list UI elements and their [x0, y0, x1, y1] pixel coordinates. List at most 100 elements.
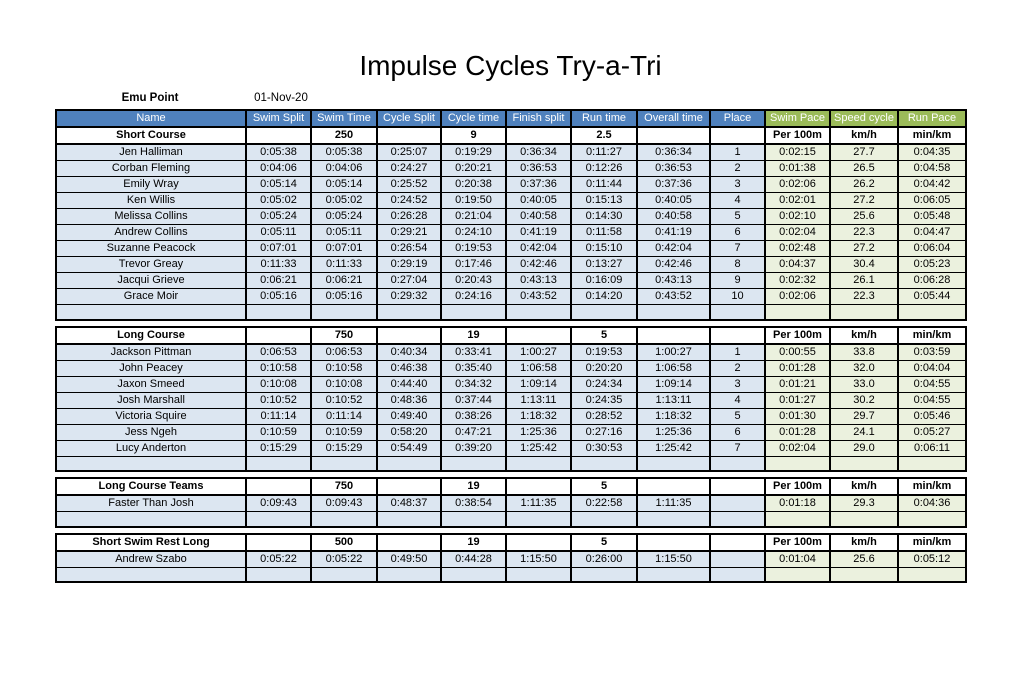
swim-split-cell: 0:11:33 [245, 256, 312, 273]
cycle-split-cell: 0:29:32 [376, 288, 442, 305]
empty-cell [829, 566, 899, 583]
empty-cell [245, 455, 312, 472]
overall-time-cell: 1:06:58 [636, 359, 711, 377]
finish-split-cell: 0:43:13 [505, 272, 572, 289]
place-cell: 6 [709, 423, 766, 441]
place-cell: 2 [709, 160, 766, 177]
cycle-split-cell: 0:46:38 [376, 359, 442, 377]
section-param: 5 [570, 325, 638, 345]
name-cell: Victoria Squire [55, 407, 247, 425]
run-pace-cell: 0:06:28 [897, 272, 967, 289]
result-row: Andrew Collins 0:05:11 0:05:11 0:29:21 0:24:… [55, 224, 967, 241]
swim-time-cell: 0:09:43 [310, 494, 378, 512]
empty-cell [310, 304, 378, 320]
section-param [245, 126, 312, 145]
cycle-split-cell: 0:24:27 [376, 160, 442, 177]
section-body-short-course: Short Course 250 9 2.5 Per 100m km/h min/km Jen… [55, 126, 967, 320]
section-param: Per 100m [764, 325, 831, 345]
name-cell: Jaxon Smeed [55, 375, 247, 393]
section-param [636, 532, 711, 552]
cycle-time-cell: 0:38:26 [440, 407, 507, 425]
place-cell: 4 [709, 192, 766, 209]
swim-pace-cell: 0:01:28 [764, 423, 831, 441]
speed-cycle-cell: 33.0 [829, 375, 899, 393]
section-param [245, 477, 312, 496]
col-header-overall-time: Overall time [636, 109, 711, 128]
swim-pace-cell: 0:01:18 [764, 494, 831, 512]
empty-cell [245, 566, 312, 583]
section-param [709, 532, 766, 552]
run-time-cell: 0:24:35 [570, 391, 638, 409]
cycle-split-cell: 0:26:28 [376, 208, 442, 225]
run-pace-cell: 0:04:35 [897, 143, 967, 161]
place-cell: 9 [709, 272, 766, 289]
cycle-split-cell: 0:48:37 [376, 494, 442, 512]
result-row: Jackson Pittman 0:06:53 0:06:53 0:40:34 0:33… [55, 343, 967, 361]
section-param: km/h [829, 126, 899, 145]
section-param [376, 126, 442, 145]
section-header-row: Long Course 750 19 5 Per 100m km/h min/km [55, 325, 967, 345]
swim-split-cell: 0:10:59 [245, 423, 312, 441]
section-title: Long Course Teams [55, 477, 247, 496]
swim-time-cell: 0:05:16 [310, 288, 378, 305]
swim-time-cell: 0:05:11 [310, 224, 378, 241]
swim-split-cell: 0:06:21 [245, 272, 312, 289]
run-pace-cell: 0:04:36 [897, 494, 967, 512]
section-param: 5 [570, 532, 638, 552]
result-row: Victoria Squire 0:11:14 0:11:14 0:49:40 0:38… [55, 407, 967, 425]
section-param [245, 532, 312, 552]
empty-cell [636, 566, 711, 583]
empty-row [55, 455, 967, 472]
col-header-place: Place [709, 109, 766, 128]
section-title: Long Course [55, 325, 247, 345]
swim-split-cell: 0:10:08 [245, 375, 312, 393]
result-row: Andrew Szabo 0:05:22 0:05:22 0:49:50 0:44:28… [55, 550, 967, 568]
result-row: Corban Fleming 0:04:06 0:04:06 0:24:27 0:20:… [55, 160, 967, 177]
results-tables: Name Swim Split Swim Time Cycle Split Cy… [55, 109, 967, 588]
swim-split-cell: 0:06:53 [245, 343, 312, 361]
result-row: Melissa Collins 0:05:24 0:05:24 0:26:28 0:21… [55, 208, 967, 225]
section-param: km/h [829, 532, 899, 552]
run-pace-cell: 0:05:44 [897, 288, 967, 305]
run-time-cell: 0:20:20 [570, 359, 638, 377]
finish-split-cell: 0:41:19 [505, 224, 572, 241]
swim-pace-cell: 0:02:04 [764, 224, 831, 241]
section-param [376, 477, 442, 496]
empty-cell [376, 511, 442, 527]
result-row: Faster Than Josh 0:09:43 0:09:43 0:48:37 0:3… [55, 494, 967, 512]
cycle-time-cell: 0:47:21 [440, 423, 507, 441]
overall-time-cell: 0:42:46 [636, 256, 711, 273]
swim-pace-cell: 0:01:04 [764, 550, 831, 568]
name-cell: Lucy Anderton [55, 439, 247, 457]
finish-split-cell: 1:11:35 [505, 494, 572, 512]
run-time-cell: 0:11:44 [570, 176, 638, 193]
empty-cell [440, 304, 507, 320]
place-cell: 7 [709, 439, 766, 457]
section-param: min/km [897, 477, 967, 496]
section-param [636, 477, 711, 496]
place-cell: 5 [709, 208, 766, 225]
name-cell: Melissa Collins [55, 208, 247, 225]
run-time-cell: 0:15:10 [570, 240, 638, 257]
swim-split-cell: 0:05:14 [245, 176, 312, 193]
cycle-time-cell: 0:44:28 [440, 550, 507, 568]
swim-pace-cell: 0:02:48 [764, 240, 831, 257]
section-title: Short Course [55, 126, 247, 145]
finish-split-cell: 0:42:04 [505, 240, 572, 257]
empty-cell [310, 566, 378, 583]
finish-split-cell: 1:25:42 [505, 439, 572, 457]
swim-split-cell: 0:11:14 [245, 407, 312, 425]
place-cell: 3 [709, 176, 766, 193]
swim-split-cell: 0:15:29 [245, 439, 312, 457]
speed-cycle-cell: 29.3 [829, 494, 899, 512]
run-pace-cell: 0:05:27 [897, 423, 967, 441]
run-pace-cell: 0:04:47 [897, 224, 967, 241]
speed-cycle-cell: 27.2 [829, 240, 899, 257]
run-time-cell: 0:27:16 [570, 423, 638, 441]
cycle-split-cell: 0:26:54 [376, 240, 442, 257]
empty-cell [376, 455, 442, 472]
section-header-row: Short Swim Rest Long 500 19 5 Per 100m km/h mi… [55, 532, 967, 552]
speed-cycle-cell: 29.7 [829, 407, 899, 425]
col-header-run-time: Run time [570, 109, 638, 128]
